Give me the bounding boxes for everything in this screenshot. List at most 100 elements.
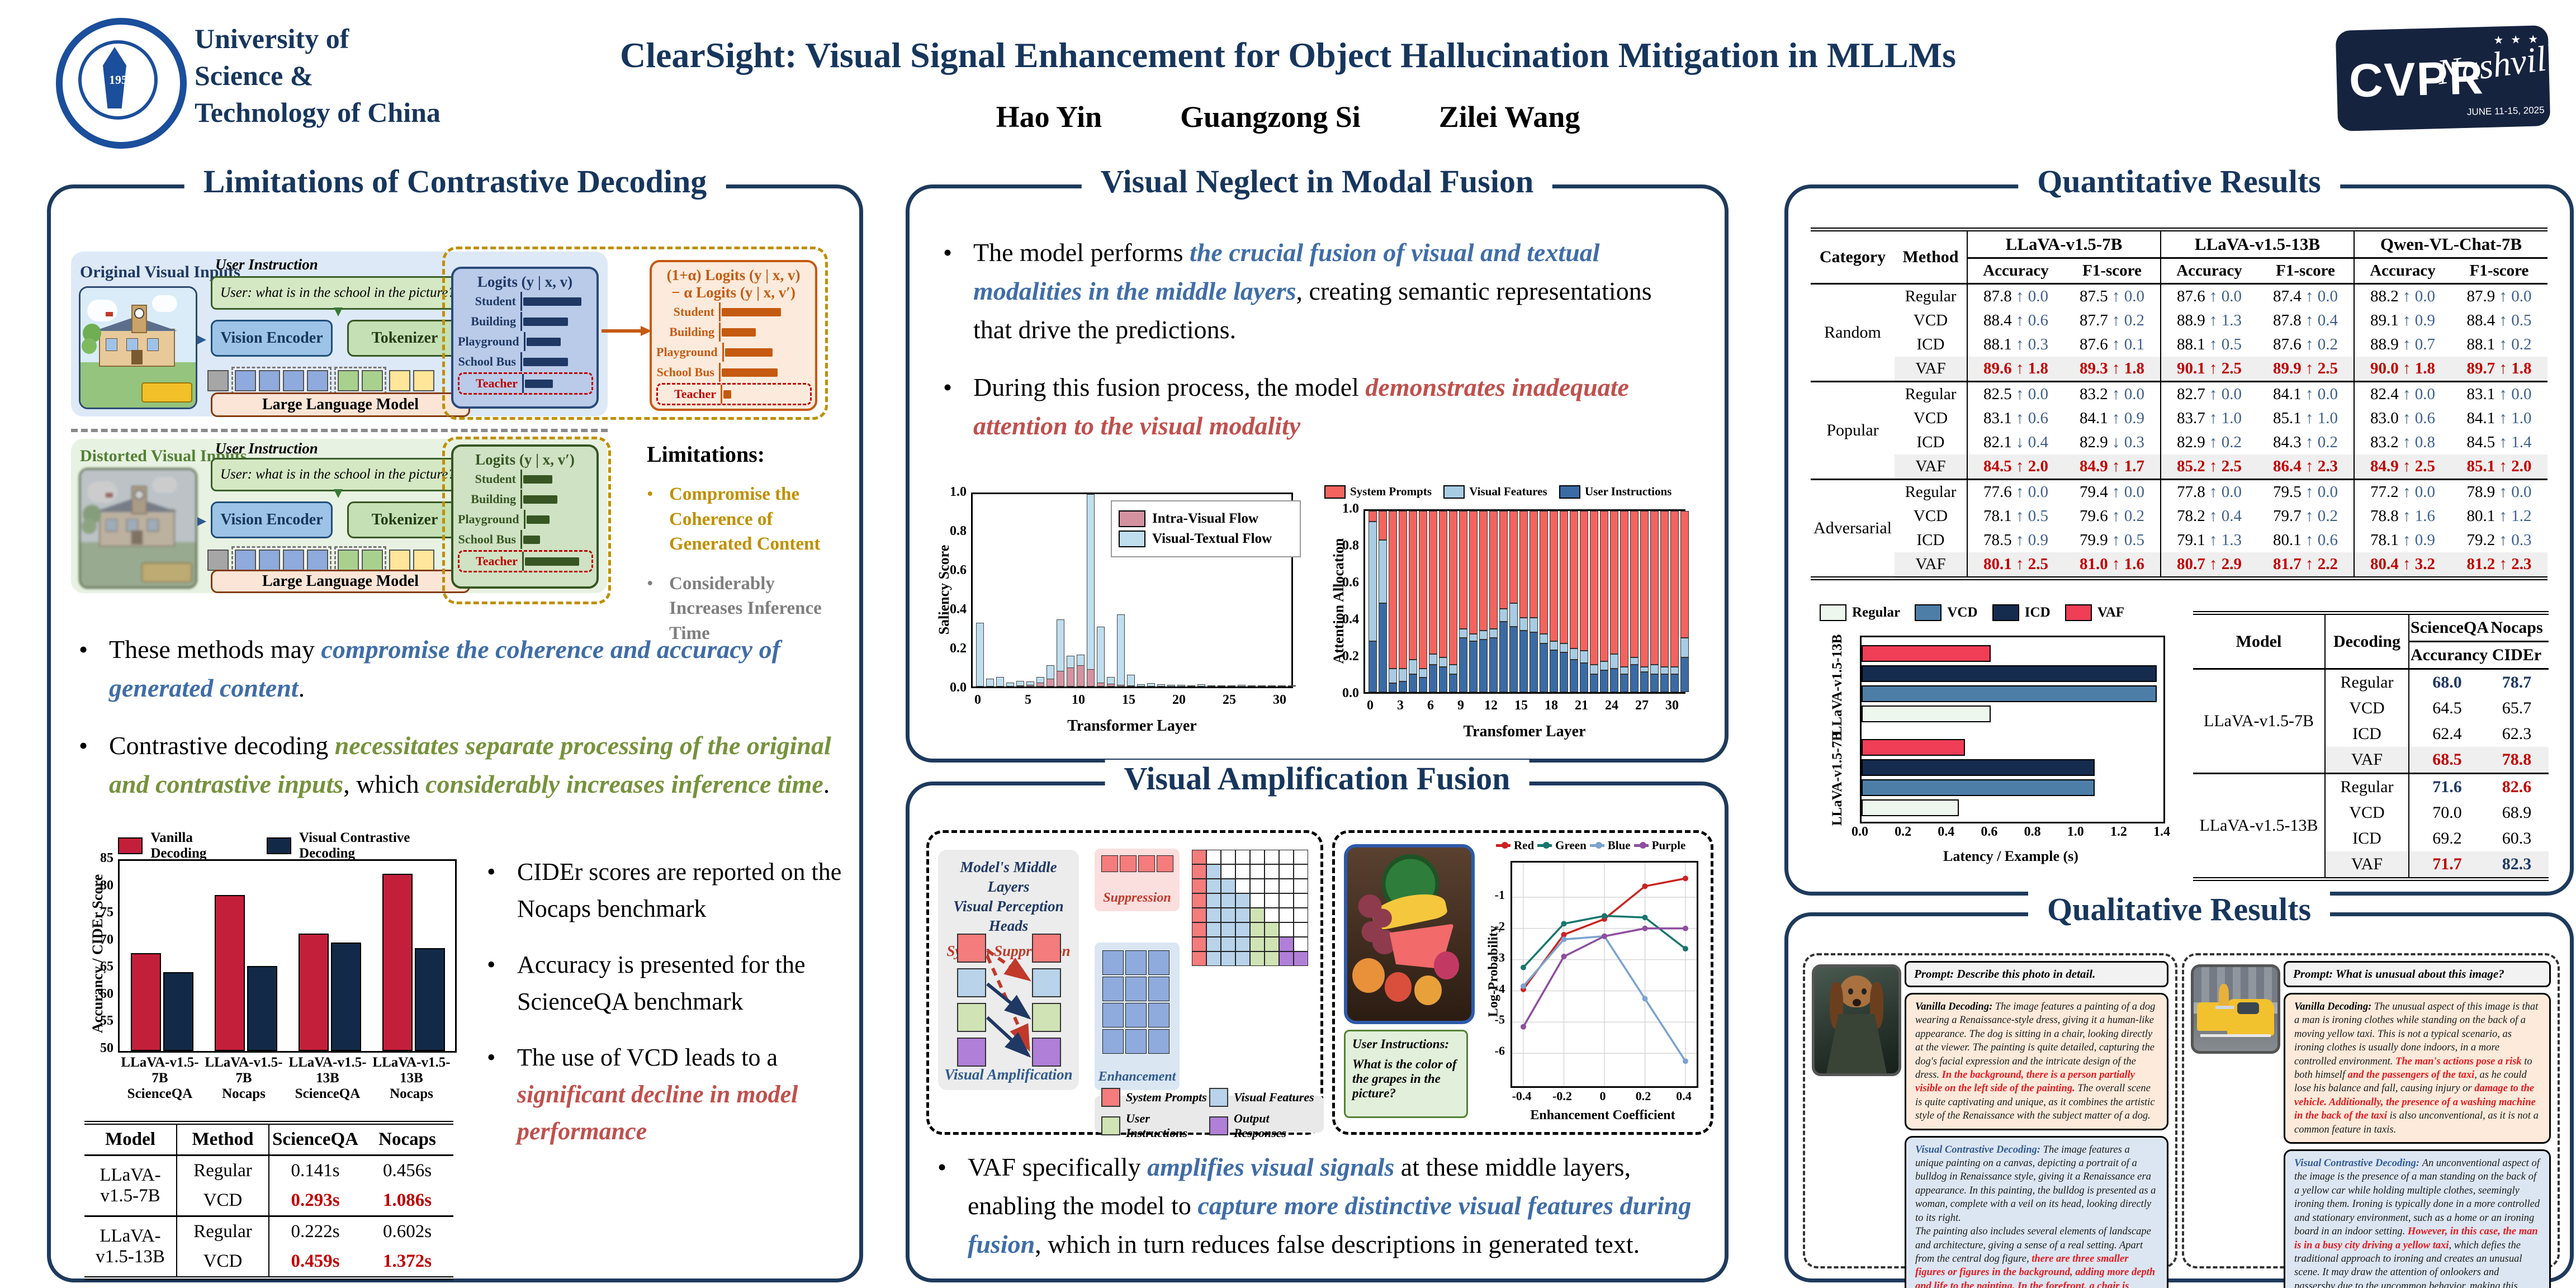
left-bullets: • These methods may compromise the cohere… (79, 630, 834, 822)
bar-slot (1518, 511, 1528, 692)
legend-item: Visual-Textual Flow (1119, 531, 1293, 547)
bar-slot (1367, 511, 1377, 692)
matrix-cell (1250, 937, 1265, 951)
system-seg (1479, 511, 1488, 631)
logits-bar (525, 379, 553, 388)
panel-title-quantitative: Quantitative Results (2018, 163, 2340, 200)
panel-title-visual-neglect: Visual Neglect in Modal Fusion (1081, 163, 1553, 200)
system-seg (1539, 511, 1548, 634)
qualitative-example-taxi: Prompt: What is unusual about this image… (2182, 953, 2560, 1288)
y-tick: 0.2 (950, 641, 967, 656)
y-tick: 75 (100, 905, 113, 920)
matrix-cell (1235, 850, 1250, 864)
matrix-cell (1206, 864, 1221, 879)
x-tick: 0.6 (1981, 825, 1998, 839)
visual-seg (1388, 668, 1397, 683)
vt-bar (1268, 685, 1276, 686)
system-seg (1640, 511, 1649, 667)
x-tick: 0.4 (1938, 825, 1955, 839)
stacked-bar (1398, 511, 1407, 692)
legend-line (1496, 842, 1510, 849)
stacked-bar (1509, 511, 1518, 692)
bar-slot (1669, 511, 1679, 692)
stacked-bar (1630, 511, 1639, 692)
y-tick: 65 (100, 959, 113, 974)
bar-slot (1639, 511, 1649, 692)
visual-seg (1408, 659, 1417, 674)
road-line (2200, 1034, 2271, 1037)
matrix-cell (1294, 951, 1308, 966)
legend-dot (1595, 842, 1602, 849)
matrix-grid (1192, 850, 1308, 966)
bar-slot (995, 494, 1005, 686)
bar-slot (1216, 494, 1227, 686)
x-tick: 0.8 (2024, 825, 2041, 839)
x-tick: -0.2 (1552, 1089, 1572, 1103)
stacked-bar (1428, 511, 1437, 692)
visual-seg (1519, 618, 1528, 631)
bar-slot (1559, 511, 1569, 692)
matrix-cell (1192, 893, 1206, 908)
logits-bar (722, 368, 778, 377)
system-seg (1529, 511, 1538, 618)
visual-seg (1489, 628, 1498, 638)
llm-box: Large Language Model (211, 570, 470, 593)
visual-seg (1509, 603, 1518, 627)
saliency-chart: 0.0 0.2 0.4 0.6 0.8 1.0 Saliency Score 0 5 10 15 20… (932, 485, 1301, 742)
legend-item: Intra-Visual Flow (1119, 510, 1293, 527)
matrix-cell (1250, 951, 1265, 966)
x-tick: 12 (1484, 698, 1498, 713)
qualitative-example-dog: Prompt: Describe this photo in detail. V… (1803, 953, 2177, 1288)
matrix-cell (1265, 951, 1279, 966)
x-tick: 15 (1514, 698, 1528, 713)
matrix-cell (1265, 922, 1279, 937)
system-seg (1499, 511, 1508, 609)
vt-bar (1208, 685, 1215, 686)
vcd-response: Visual Contrastive Decoding: An unconven… (2284, 1149, 2551, 1288)
bar-slot (1176, 494, 1186, 686)
matrix-cell (1192, 951, 1206, 966)
y-tick: 0.6 (950, 563, 967, 577)
stacked-bar (1489, 511, 1498, 692)
iv-bar (1097, 683, 1105, 686)
window (106, 338, 117, 352)
matrix-cell (1235, 922, 1250, 937)
x-tick: 18 (1545, 698, 1558, 713)
system-seg (1509, 511, 1518, 604)
logits-title: Logits (y | x, v′) (475, 451, 575, 468)
bar-slot (1035, 494, 1045, 686)
bar-LLaVA-v1.5-13B-Nocaps-Visual Contrastive Decoding (415, 948, 445, 1051)
user-seg (1589, 674, 1598, 692)
visual-seg (1579, 650, 1588, 664)
logits-bar (523, 535, 540, 544)
x-tick: 0 (1367, 698, 1374, 713)
matrix-cell (1235, 908, 1250, 922)
bar-LLaVA-v1.5-13B-ScienceQA-Visual Contrastive Decoding (331, 942, 361, 1051)
vt-bar (1157, 684, 1165, 686)
user-instruction-label: User Instruction (215, 440, 318, 457)
x-tick: -0.4 (1512, 1089, 1532, 1103)
logits-panel-original: Logits (y | x, v) Student Building Playgrou… (451, 267, 599, 409)
user-seg (1630, 665, 1639, 692)
bar-slot (1408, 511, 1418, 692)
grapes (1357, 882, 1400, 962)
decoding-comparison-chart: Vanilla Decoding Visual Contrastive Deco… (79, 830, 470, 1112)
logits-bar (526, 337, 561, 346)
logits-bar (723, 390, 731, 399)
bar-slot (985, 494, 995, 686)
bar-slot (1277, 494, 1287, 686)
stacked-bar (1609, 511, 1618, 692)
system-seg (1428, 511, 1437, 654)
visual-seg (1609, 654, 1618, 669)
distorted-school-illustration (79, 468, 197, 589)
man (2219, 984, 2229, 1009)
buildings (2194, 967, 2277, 1002)
matrix-cell (1294, 922, 1308, 937)
logits-row: Student (656, 302, 812, 322)
bar-slot (1599, 511, 1609, 692)
visual-seg (1640, 666, 1649, 673)
y-axis-label: Log-Probability (1486, 925, 1501, 1017)
x-axis-label: Latency / Example (s) (1943, 848, 2078, 864)
legend-item: System Prompts (1101, 1088, 1209, 1107)
seal-year: 1958 (109, 73, 134, 87)
